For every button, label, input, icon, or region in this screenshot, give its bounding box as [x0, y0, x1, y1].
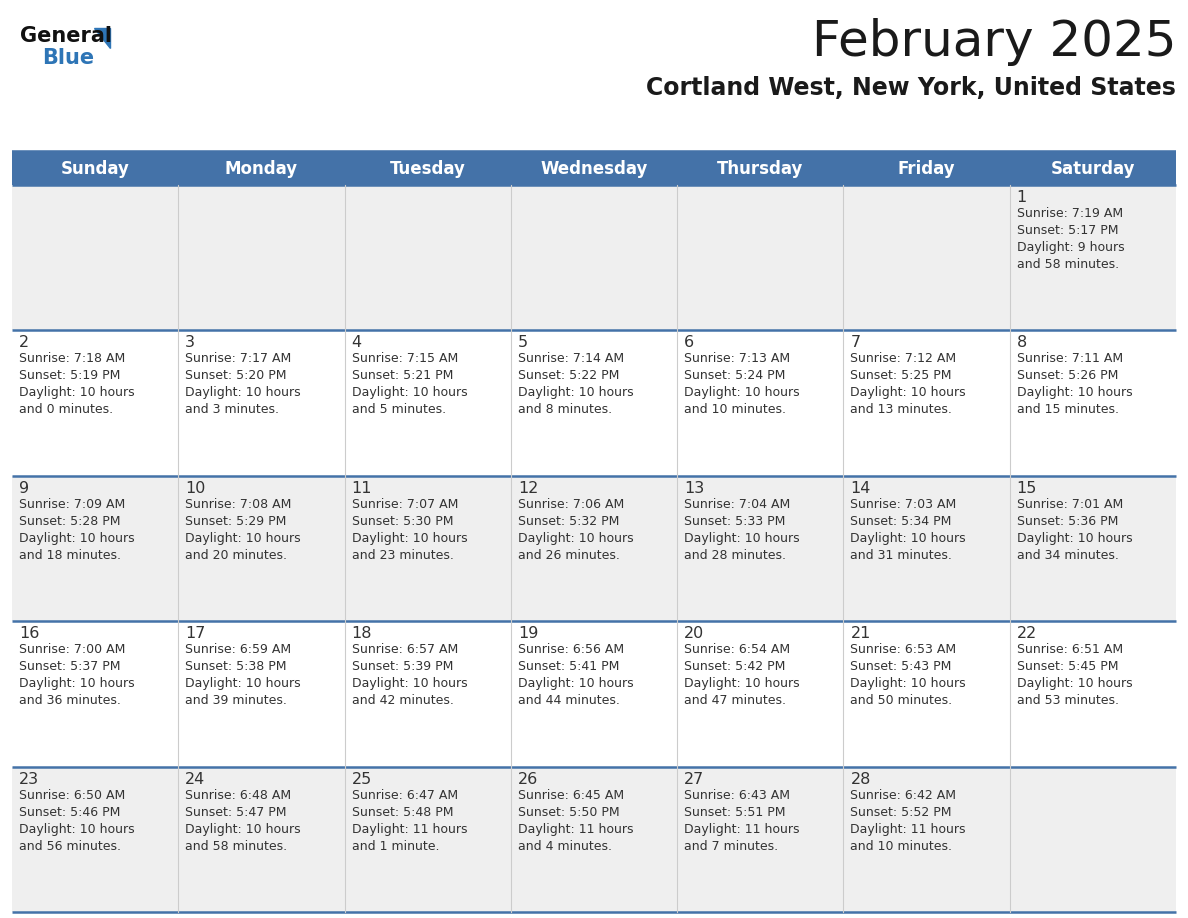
Text: 23: 23	[19, 772, 39, 787]
Text: 9: 9	[19, 481, 30, 496]
Text: 21: 21	[851, 626, 871, 641]
Text: 17: 17	[185, 626, 206, 641]
Text: 11: 11	[352, 481, 372, 496]
Text: 2: 2	[19, 335, 30, 351]
Bar	[178, 153, 345, 185]
Text: Sunrise: 7:11 AM
Sunset: 5:26 PM
Daylight: 10 hours
and 15 minutes.: Sunrise: 7:11 AM Sunset: 5:26 PM Dayligh…	[1017, 353, 1132, 417]
Text: Sunrise: 6:57 AM
Sunset: 5:39 PM
Daylight: 10 hours
and 42 minutes.: Sunrise: 6:57 AM Sunset: 5:39 PM Dayligh…	[352, 644, 467, 707]
Text: Sunrise: 7:04 AM
Sunset: 5:33 PM
Daylight: 10 hours
and 28 minutes.: Sunrise: 7:04 AM Sunset: 5:33 PM Dayligh…	[684, 498, 800, 562]
Text: 6: 6	[684, 335, 694, 351]
Text: Sunrise: 6:53 AM
Sunset: 5:43 PM
Daylight: 10 hours
and 50 minutes.: Sunrise: 6:53 AM Sunset: 5:43 PM Dayligh…	[851, 644, 966, 707]
Bar	[12, 185, 1176, 330]
Text: Sunrise: 7:00 AM
Sunset: 5:37 PM
Daylight: 10 hours
and 36 minutes.: Sunrise: 7:00 AM Sunset: 5:37 PM Dayligh…	[19, 644, 134, 707]
Bar	[345, 153, 511, 185]
Text: Sunday: Sunday	[61, 160, 129, 178]
Text: Sunrise: 7:12 AM
Sunset: 5:25 PM
Daylight: 10 hours
and 13 minutes.: Sunrise: 7:12 AM Sunset: 5:25 PM Dayligh…	[851, 353, 966, 417]
Text: 10: 10	[185, 481, 206, 496]
Text: Sunrise: 7:07 AM
Sunset: 5:30 PM
Daylight: 10 hours
and 23 minutes.: Sunrise: 7:07 AM Sunset: 5:30 PM Dayligh…	[352, 498, 467, 562]
Text: 12: 12	[518, 481, 538, 496]
Text: 8: 8	[1017, 335, 1026, 351]
Text: 20: 20	[684, 626, 704, 641]
Text: Sunrise: 6:47 AM
Sunset: 5:48 PM
Daylight: 11 hours
and 1 minute.: Sunrise: 6:47 AM Sunset: 5:48 PM Dayligh…	[352, 789, 467, 853]
Bar	[12, 330, 1176, 476]
Text: 25: 25	[352, 772, 372, 787]
Text: Sunrise: 7:08 AM
Sunset: 5:29 PM
Daylight: 10 hours
and 20 minutes.: Sunrise: 7:08 AM Sunset: 5:29 PM Dayligh…	[185, 498, 301, 562]
Text: 16: 16	[19, 626, 39, 641]
Text: February 2025: February 2025	[811, 18, 1176, 66]
Text: Sunrise: 6:51 AM
Sunset: 5:45 PM
Daylight: 10 hours
and 53 minutes.: Sunrise: 6:51 AM Sunset: 5:45 PM Dayligh…	[1017, 644, 1132, 707]
Text: Sunrise: 7:09 AM
Sunset: 5:28 PM
Daylight: 10 hours
and 18 minutes.: Sunrise: 7:09 AM Sunset: 5:28 PM Dayligh…	[19, 498, 134, 562]
Text: Saturday: Saturday	[1050, 160, 1135, 178]
Text: 26: 26	[518, 772, 538, 787]
Text: Sunrise: 7:03 AM
Sunset: 5:34 PM
Daylight: 10 hours
and 31 minutes.: Sunrise: 7:03 AM Sunset: 5:34 PM Dayligh…	[851, 498, 966, 562]
Text: 7: 7	[851, 335, 860, 351]
Bar	[511, 153, 677, 185]
Text: Blue: Blue	[42, 48, 94, 68]
Bar	[12, 476, 1176, 621]
Text: Wednesday: Wednesday	[541, 160, 647, 178]
Text: 5: 5	[518, 335, 527, 351]
Bar	[843, 153, 1010, 185]
Text: Sunrise: 7:06 AM
Sunset: 5:32 PM
Daylight: 10 hours
and 26 minutes.: Sunrise: 7:06 AM Sunset: 5:32 PM Dayligh…	[518, 498, 633, 562]
Text: 4: 4	[352, 335, 361, 351]
Text: Sunrise: 6:50 AM
Sunset: 5:46 PM
Daylight: 10 hours
and 56 minutes.: Sunrise: 6:50 AM Sunset: 5:46 PM Dayligh…	[19, 789, 134, 853]
Text: 13: 13	[684, 481, 704, 496]
Text: 18: 18	[352, 626, 372, 641]
Text: Sunrise: 7:14 AM
Sunset: 5:22 PM
Daylight: 10 hours
and 8 minutes.: Sunrise: 7:14 AM Sunset: 5:22 PM Dayligh…	[518, 353, 633, 417]
Text: Cortland West, New York, United States: Cortland West, New York, United States	[646, 76, 1176, 100]
Text: Sunrise: 6:45 AM
Sunset: 5:50 PM
Daylight: 11 hours
and 4 minutes.: Sunrise: 6:45 AM Sunset: 5:50 PM Dayligh…	[518, 789, 633, 853]
Polygon shape	[94, 28, 110, 48]
Text: 22: 22	[1017, 626, 1037, 641]
Text: Sunrise: 6:43 AM
Sunset: 5:51 PM
Daylight: 11 hours
and 7 minutes.: Sunrise: 6:43 AM Sunset: 5:51 PM Dayligh…	[684, 789, 800, 853]
Text: 28: 28	[851, 772, 871, 787]
Text: Friday: Friday	[898, 160, 955, 178]
Text: Sunrise: 7:15 AM
Sunset: 5:21 PM
Daylight: 10 hours
and 5 minutes.: Sunrise: 7:15 AM Sunset: 5:21 PM Dayligh…	[352, 353, 467, 417]
Text: Sunrise: 7:19 AM
Sunset: 5:17 PM
Daylight: 9 hours
and 58 minutes.: Sunrise: 7:19 AM Sunset: 5:17 PM Dayligh…	[1017, 207, 1124, 271]
Text: Sunrise: 6:59 AM
Sunset: 5:38 PM
Daylight: 10 hours
and 39 minutes.: Sunrise: 6:59 AM Sunset: 5:38 PM Dayligh…	[185, 644, 301, 707]
Text: Sunrise: 7:13 AM
Sunset: 5:24 PM
Daylight: 10 hours
and 10 minutes.: Sunrise: 7:13 AM Sunset: 5:24 PM Dayligh…	[684, 353, 800, 417]
Text: Sunrise: 7:01 AM
Sunset: 5:36 PM
Daylight: 10 hours
and 34 minutes.: Sunrise: 7:01 AM Sunset: 5:36 PM Dayligh…	[1017, 498, 1132, 562]
Text: Sunrise: 7:18 AM
Sunset: 5:19 PM
Daylight: 10 hours
and 0 minutes.: Sunrise: 7:18 AM Sunset: 5:19 PM Dayligh…	[19, 353, 134, 417]
Text: 1: 1	[1017, 190, 1026, 205]
Bar	[12, 621, 1176, 767]
Text: Sunrise: 6:56 AM
Sunset: 5:41 PM
Daylight: 10 hours
and 44 minutes.: Sunrise: 6:56 AM Sunset: 5:41 PM Dayligh…	[518, 644, 633, 707]
Text: 3: 3	[185, 335, 195, 351]
Text: Monday: Monday	[225, 160, 298, 178]
Text: Tuesday: Tuesday	[390, 160, 466, 178]
Text: 24: 24	[185, 772, 206, 787]
Text: Sunrise: 6:42 AM
Sunset: 5:52 PM
Daylight: 11 hours
and 10 minutes.: Sunrise: 6:42 AM Sunset: 5:52 PM Dayligh…	[851, 789, 966, 853]
Text: Sunrise: 6:54 AM
Sunset: 5:42 PM
Daylight: 10 hours
and 47 minutes.: Sunrise: 6:54 AM Sunset: 5:42 PM Dayligh…	[684, 644, 800, 707]
Text: Thursday: Thursday	[718, 160, 803, 178]
Text: 15: 15	[1017, 481, 1037, 496]
Bar	[12, 767, 1176, 912]
Text: 14: 14	[851, 481, 871, 496]
Text: Sunrise: 7:17 AM
Sunset: 5:20 PM
Daylight: 10 hours
and 3 minutes.: Sunrise: 7:17 AM Sunset: 5:20 PM Dayligh…	[185, 353, 301, 417]
Bar	[677, 153, 843, 185]
Text: General: General	[20, 26, 112, 46]
Bar	[1010, 153, 1176, 185]
Bar	[12, 153, 178, 185]
Text: 19: 19	[518, 626, 538, 641]
Text: 27: 27	[684, 772, 704, 787]
Text: Sunrise: 6:48 AM
Sunset: 5:47 PM
Daylight: 10 hours
and 58 minutes.: Sunrise: 6:48 AM Sunset: 5:47 PM Dayligh…	[185, 789, 301, 853]
